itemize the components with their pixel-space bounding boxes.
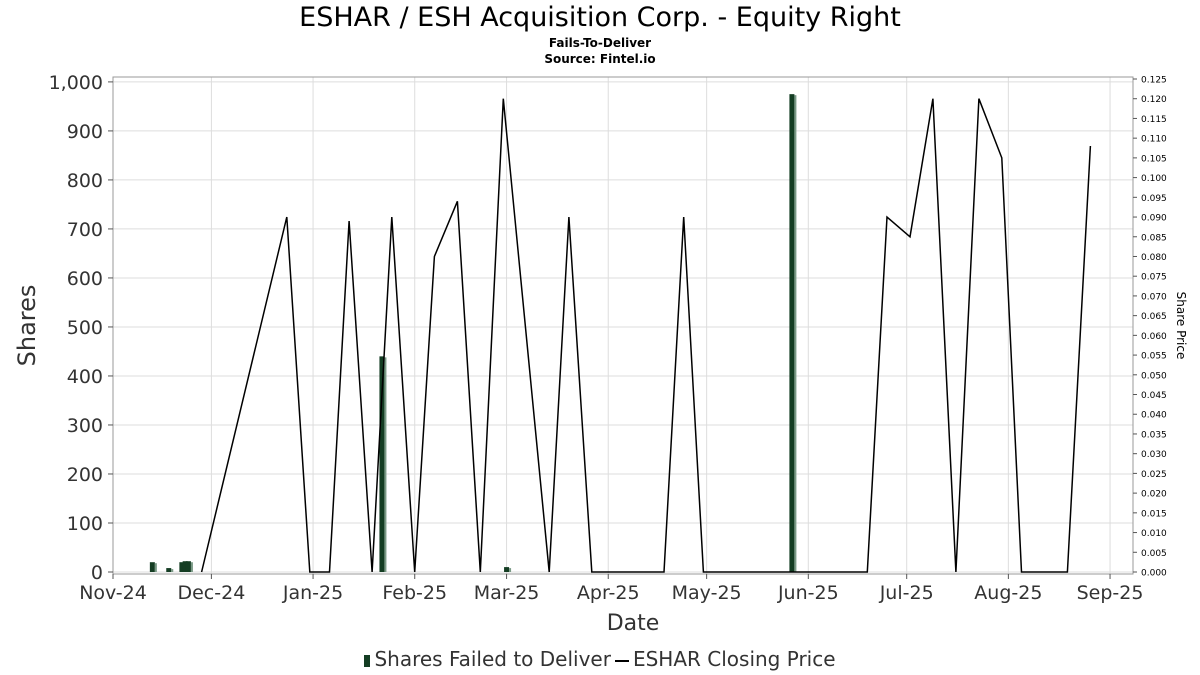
y2-tick-label: 0.120 [1141,95,1167,105]
y2-tick-label: 0.015 [1141,509,1167,519]
fails-bar [182,561,188,572]
y2-tick-label: 0.050 [1141,371,1167,381]
y2-tick-label: 0.045 [1141,391,1167,401]
fails-bar-shadow [509,568,512,572]
y2-tick-label: 0.030 [1141,450,1167,460]
x-tick-label: Aug-25 [974,582,1042,604]
legend-line-swatch [614,659,629,662]
fails-bar-shadow [190,562,193,572]
price-line [200,98,1092,573]
legend-label-price: ESHAR Closing Price [632,647,836,671]
y-tick-label: 1,000 [49,72,103,94]
legend: Shares Failed to Deliver ESHAR Closing Pr… [0,647,1200,671]
y2-tick-label: 0.035 [1141,430,1167,440]
y-tick-label: 0 [91,562,103,584]
x-tick-label: Feb-25 [382,582,447,604]
y2-tick-label: 0.065 [1141,312,1167,322]
y-axis-title: Shares [13,285,41,367]
fails-bar-shadow [154,563,157,572]
x-tick-label: Jan-25 [282,582,343,604]
fails-bar [179,562,185,572]
fails-bar [379,356,385,572]
y2-tick-label: 0.040 [1141,411,1167,421]
x-tick-label: Nov-24 [79,582,147,604]
y-tick-label: 500 [67,317,103,339]
x-tick-label: Mar-25 [474,582,540,604]
y2-tick-label: 0.055 [1141,352,1167,362]
y2-axis-title: Share Price [1174,292,1188,360]
chart-subtitle: Fails-To-Deliver [548,36,652,50]
fails-to-deliver-chart: 0 100 200 300 400 500 600 700 800 900 1,000 0.000 0.… [13,72,1188,636]
y-tick-label: 800 [67,170,103,192]
fails-bar [789,94,795,572]
x-tick-label: Dec-24 [177,582,245,604]
y2-tick-label: 0.125 [1141,76,1167,86]
y2-tick-label: 0.105 [1141,154,1167,164]
chart-title: ESHAR / ESH Acquisition Corp. - Equity R… [299,2,901,33]
y2-tick-label: 0.025 [1141,470,1167,480]
fails-bar [149,562,155,572]
y2-tick-label: 0.010 [1141,529,1167,539]
y2-tick-label: 0.115 [1141,115,1167,125]
y-tick-label: 200 [67,464,103,486]
plot-border [112,76,1134,575]
y2-tick-label: 0.110 [1141,135,1167,145]
x-axis-title: Date [607,611,660,636]
fails-bar [166,568,172,572]
y2-tick-label: 0.005 [1141,549,1167,559]
chart-source: Source: Fintel.io [544,52,656,66]
y2-tick-label: 0.100 [1141,174,1167,184]
legend-label-fails: Shares Failed to Deliver [374,647,611,671]
y-tick-label: 100 [67,513,103,535]
x-tick-label: Apr-25 [577,582,640,604]
y2-tick-label: 0.090 [1141,214,1167,224]
plot-area [113,77,1133,574]
fails-bar [504,567,510,572]
y-tick-label: 400 [67,366,103,388]
y2-tick-label: 0.085 [1141,233,1167,243]
y2-tick-label: 0.080 [1141,253,1167,263]
fails-bar-shadow [171,569,174,572]
fails-bar-shadow [384,357,387,572]
y-tick-label: 600 [67,268,103,290]
y2-tick-label: 0.070 [1141,292,1167,302]
fails-bar-shadow [794,95,797,572]
y-tick-label: 900 [67,121,103,143]
x-tick-label: Jun-25 [777,582,839,604]
y2-tick-label: 0.075 [1141,273,1167,283]
y-tick-label: 700 [67,219,103,241]
legend-bar-swatch [364,654,371,667]
x-tick-label: May-25 [672,582,742,604]
y-tick-label: 300 [67,415,103,437]
y2-tick-label: 0.020 [1141,490,1167,500]
x-tick-label: Sep-25 [1077,582,1144,604]
y2-tick-label: 0.095 [1141,194,1167,204]
x-tick-label: Jul-25 [879,582,934,604]
fails-bar [185,561,191,572]
y2-tick-label: 0.000 [1141,569,1167,579]
y2-tick-label: 0.060 [1141,332,1167,342]
